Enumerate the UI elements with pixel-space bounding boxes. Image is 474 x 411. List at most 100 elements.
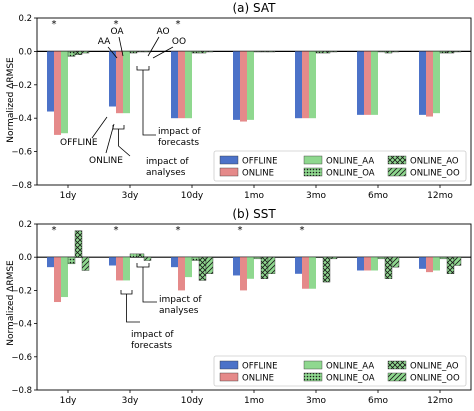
legend-label: ONLINE bbox=[242, 374, 274, 384]
annotation-arrow-ao bbox=[147, 36, 160, 57]
x-tick-label: 3dy bbox=[122, 191, 139, 201]
bar bbox=[371, 51, 378, 115]
bar bbox=[295, 257, 302, 274]
bar bbox=[426, 257, 433, 273]
legend-swatch bbox=[303, 167, 323, 177]
bracket-forecasts bbox=[120, 290, 140, 323]
legend-swatch bbox=[219, 372, 239, 382]
bar bbox=[171, 257, 178, 268]
bar bbox=[47, 257, 54, 268]
x-tick-label: 6mo bbox=[368, 191, 388, 201]
bar bbox=[67, 51, 76, 57]
panel-sat: (a) SAT Normalized ΔRMSE −0.8−0.6−0.4−0.… bbox=[6, 1, 472, 201]
significance-marker: * bbox=[114, 19, 119, 30]
bar bbox=[178, 257, 185, 291]
legend: OFFLINE ONLINE ONLINE_AA ONLINE_OA ONLINE_AO… bbox=[213, 150, 467, 182]
bar bbox=[185, 51, 192, 119]
x-tick-label: 6mo bbox=[368, 396, 388, 406]
y-tick-label: −0.4 bbox=[11, 114, 32, 124]
bar bbox=[54, 51, 61, 135]
bar bbox=[205, 257, 214, 275]
bar bbox=[54, 257, 61, 303]
bar bbox=[253, 257, 262, 260]
bar bbox=[426, 51, 433, 117]
bar bbox=[47, 51, 54, 112]
legend-label: ONLINE_OO bbox=[410, 374, 460, 384]
legend-swatch bbox=[387, 155, 407, 165]
y-tick-label: −0.8 bbox=[11, 181, 32, 191]
bar bbox=[433, 51, 440, 114]
bar bbox=[61, 51, 68, 134]
legend-swatch bbox=[219, 360, 239, 370]
bar bbox=[295, 51, 302, 119]
bar bbox=[377, 51, 386, 53]
significance-marker: * bbox=[176, 19, 181, 30]
annotation-offline: OFFLINE bbox=[60, 138, 98, 148]
bar bbox=[419, 257, 426, 269]
annotation-arrow-offline bbox=[91, 116, 108, 139]
bar bbox=[384, 257, 393, 279]
bar bbox=[67, 257, 76, 265]
bar bbox=[391, 51, 400, 53]
bar bbox=[260, 257, 269, 279]
bar bbox=[260, 51, 269, 53]
x-tick-label: 12mo bbox=[427, 191, 453, 201]
bar bbox=[178, 51, 185, 119]
bar bbox=[384, 51, 393, 54]
annotation-online: ONLINE bbox=[89, 156, 123, 166]
annotation-impact-forecasts-2: forecasts bbox=[131, 341, 172, 351]
annotation-impact-analyses-1: impact of bbox=[146, 157, 189, 167]
bar bbox=[136, 253, 145, 258]
bar bbox=[453, 51, 462, 53]
y-tick-label: 0.2 bbox=[18, 14, 32, 24]
legend-swatch bbox=[303, 360, 323, 370]
plot-frame bbox=[36, 17, 472, 186]
plot-frame bbox=[36, 223, 472, 391]
legend: OFFLINE ONLINE ONLINE_AA ONLINE_OA ONLINE_AO… bbox=[213, 355, 467, 387]
legend-swatch bbox=[219, 167, 239, 177]
sst-annotations: impact of analyses impact of forecasts bbox=[120, 263, 202, 351]
bar bbox=[185, 257, 192, 278]
bar bbox=[309, 51, 316, 119]
legend-label: ONLINE_OA bbox=[326, 169, 375, 179]
bar bbox=[267, 257, 276, 275]
y-tick-label: −0.2 bbox=[11, 81, 32, 91]
annotation-impact-forecasts-2: forecasts bbox=[158, 138, 199, 148]
legend-label: ONLINE_OO bbox=[410, 169, 460, 179]
annotation-arrow-aa bbox=[107, 46, 118, 59]
panel-title: (a) SAT bbox=[233, 1, 277, 15]
plot-area: −0.8 −0.6 −0.4 −0.2 0.0 0.2 1dy * 3dy * 10dy * 1mo 3m… bbox=[11, 14, 472, 201]
legend-label: ONLINE_AA bbox=[326, 157, 374, 167]
plot-area: −0.8 −0.6 −0.4 −0.2 0.0 0.2 1dy * 3dy * 10dy * 1mo * 3… bbox=[11, 220, 472, 406]
y-tick-label: 0.2 bbox=[18, 220, 32, 230]
bar bbox=[315, 257, 324, 259]
bar bbox=[123, 257, 130, 281]
annotation-impact-forecasts-1: impact of bbox=[131, 330, 174, 340]
significance-marker: * bbox=[114, 225, 119, 236]
legend-swatch bbox=[387, 167, 407, 177]
bar bbox=[364, 51, 371, 115]
bar bbox=[309, 257, 316, 289]
bar bbox=[302, 51, 309, 119]
bar bbox=[439, 257, 448, 260]
bar bbox=[329, 257, 338, 260]
bar bbox=[205, 51, 214, 53]
sat-annotations: OA AO AA OO OFFLINE ONLINE impact of ana… bbox=[60, 27, 201, 178]
bracket-analyses bbox=[112, 125, 131, 157]
y-tick-label: 0.0 bbox=[18, 253, 32, 263]
legend-label: ONLINE_AO bbox=[410, 157, 459, 167]
bar bbox=[247, 257, 254, 279]
y-axis-label: Normalized ΔRMSE bbox=[6, 260, 16, 346]
annotation-arrow-oo bbox=[152, 46, 174, 59]
bar bbox=[446, 51, 455, 54]
bar bbox=[116, 51, 123, 114]
significance-marker: * bbox=[52, 19, 57, 30]
annotation-aa: AA bbox=[98, 37, 111, 47]
legend-swatch bbox=[219, 155, 239, 165]
bar bbox=[109, 257, 116, 266]
bar bbox=[191, 51, 200, 54]
bar bbox=[123, 51, 130, 114]
bar bbox=[109, 51, 116, 107]
x-tick-label: 12mo bbox=[427, 396, 453, 406]
